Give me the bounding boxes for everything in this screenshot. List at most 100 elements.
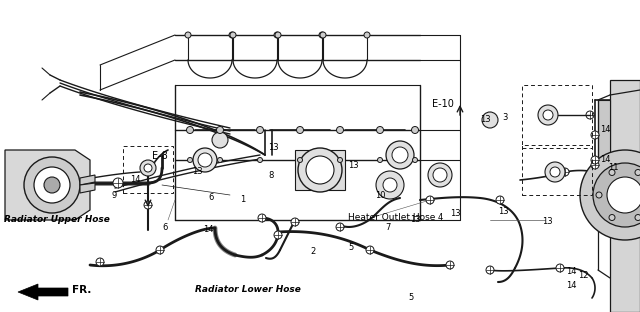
Circle shape <box>113 178 123 188</box>
Circle shape <box>306 156 334 184</box>
Circle shape <box>296 126 303 134</box>
Circle shape <box>320 32 326 38</box>
Text: 10: 10 <box>375 191 385 199</box>
Circle shape <box>212 132 228 148</box>
Circle shape <box>607 177 640 213</box>
Circle shape <box>580 150 640 240</box>
Circle shape <box>198 153 212 167</box>
Circle shape <box>545 162 565 182</box>
Circle shape <box>609 169 615 175</box>
Polygon shape <box>598 100 610 200</box>
Text: 12: 12 <box>578 271 589 280</box>
Text: 13: 13 <box>480 115 491 124</box>
Text: 14: 14 <box>600 125 611 134</box>
Circle shape <box>156 246 164 254</box>
Circle shape <box>257 158 262 163</box>
Circle shape <box>216 126 223 134</box>
Text: 5: 5 <box>408 294 413 303</box>
Circle shape <box>591 156 599 164</box>
Text: 13: 13 <box>410 216 420 225</box>
Circle shape <box>392 147 408 163</box>
Text: 8: 8 <box>268 170 273 179</box>
Bar <box>522 145 592 195</box>
Circle shape <box>230 32 236 38</box>
Circle shape <box>337 158 342 163</box>
Text: Heater Outlet Hose: Heater Outlet Hose <box>348 213 435 222</box>
Circle shape <box>218 158 223 163</box>
Text: 4: 4 <box>438 213 444 222</box>
Text: 13: 13 <box>498 207 509 217</box>
Circle shape <box>140 160 156 176</box>
Text: 11: 11 <box>608 163 618 173</box>
Text: FR.: FR. <box>72 285 92 295</box>
Circle shape <box>144 201 152 209</box>
Polygon shape <box>18 284 68 300</box>
Circle shape <box>609 215 615 221</box>
Text: 14: 14 <box>600 155 611 164</box>
Text: E-10: E-10 <box>432 99 454 109</box>
Circle shape <box>274 32 280 38</box>
Text: 6: 6 <box>162 223 168 232</box>
Bar <box>522 85 592 148</box>
Circle shape <box>635 169 640 175</box>
Circle shape <box>386 141 414 169</box>
Circle shape <box>275 32 281 38</box>
Bar <box>295 150 345 190</box>
Text: Radiator Lower Hose: Radiator Lower Hose <box>195 285 301 295</box>
Circle shape <box>44 177 60 193</box>
Text: E-8: E-8 <box>152 151 168 161</box>
Circle shape <box>591 161 599 169</box>
Circle shape <box>291 218 299 226</box>
Text: Radiator Upper Hose: Radiator Upper Hose <box>4 216 110 225</box>
Text: 14: 14 <box>203 226 214 235</box>
Circle shape <box>144 164 152 172</box>
Circle shape <box>257 126 264 134</box>
Circle shape <box>378 158 383 163</box>
Text: 13: 13 <box>450 208 461 217</box>
Text: 5: 5 <box>348 243 353 252</box>
Text: 13: 13 <box>348 160 358 169</box>
Circle shape <box>561 168 569 176</box>
Circle shape <box>550 167 560 177</box>
Circle shape <box>486 266 494 274</box>
Circle shape <box>428 163 452 187</box>
Circle shape <box>556 264 564 272</box>
Circle shape <box>24 157 80 213</box>
Polygon shape <box>80 183 95 193</box>
Circle shape <box>412 126 419 134</box>
Circle shape <box>538 105 558 125</box>
Text: 6: 6 <box>208 193 213 202</box>
Circle shape <box>274 231 282 239</box>
Circle shape <box>433 168 447 182</box>
Circle shape <box>586 111 594 119</box>
Circle shape <box>383 178 397 192</box>
Circle shape <box>96 258 104 266</box>
Circle shape <box>591 131 599 139</box>
Circle shape <box>229 32 235 38</box>
Text: 13: 13 <box>542 217 552 227</box>
Circle shape <box>446 261 454 269</box>
Circle shape <box>635 215 640 221</box>
Text: 3: 3 <box>502 114 508 123</box>
Circle shape <box>258 214 266 222</box>
Polygon shape <box>5 150 90 220</box>
Circle shape <box>188 158 193 163</box>
Circle shape <box>366 246 374 254</box>
Circle shape <box>319 32 325 38</box>
Circle shape <box>482 112 498 128</box>
Circle shape <box>186 126 193 134</box>
Text: 13: 13 <box>268 144 278 153</box>
Circle shape <box>426 196 434 204</box>
Circle shape <box>298 148 342 192</box>
Circle shape <box>337 126 344 134</box>
Text: 14: 14 <box>130 175 141 184</box>
Circle shape <box>596 192 602 198</box>
Bar <box>123 146 173 193</box>
Circle shape <box>376 171 404 199</box>
Circle shape <box>376 126 383 134</box>
Text: 9: 9 <box>112 191 117 199</box>
Text: 1: 1 <box>240 196 245 204</box>
Circle shape <box>185 32 191 38</box>
Circle shape <box>543 110 553 120</box>
Polygon shape <box>80 175 95 185</box>
